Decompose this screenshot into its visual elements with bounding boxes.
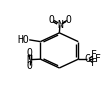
Text: O: O (27, 48, 33, 58)
Text: O: O (49, 15, 55, 25)
Text: O: O (65, 15, 71, 25)
Text: N: N (57, 20, 63, 30)
Text: F: F (91, 58, 97, 68)
Text: F: F (95, 54, 101, 64)
Text: F: F (91, 50, 97, 60)
Text: O: O (27, 61, 33, 71)
Text: N: N (27, 55, 33, 65)
Text: HO: HO (17, 35, 29, 45)
Text: C: C (85, 54, 91, 64)
